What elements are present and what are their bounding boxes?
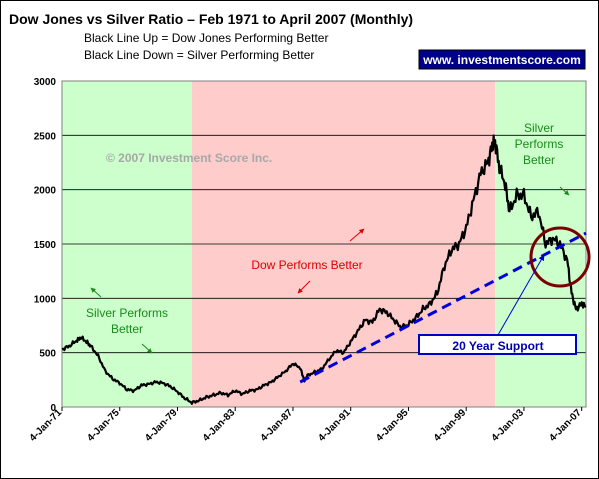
y-axis-ticks: 0 500 1000 1500 2000 2500 3000 — [34, 77, 57, 414]
copyright-watermark: © 2007 Investment Score Inc. — [106, 151, 272, 165]
x-tick-label: 4-Jan-95 — [374, 407, 411, 444]
url-badge: www. investmentscore.com — [418, 49, 586, 70]
url-badge-text: www. investmentscore.com — [422, 53, 581, 67]
x-tick-label: 4-Jan-99 — [432, 407, 469, 444]
support-label-box: 20 Year Support — [418, 254, 577, 355]
annotation-dow-middle: Dow Performs Better — [251, 228, 365, 294]
highlight-circle — [529, 226, 591, 288]
arrow-up-right — [349, 228, 365, 242]
x-tick-label: 4-Jan-79 — [143, 407, 180, 444]
chart-subtitle-1: Black Line Up = Dow Jones Performing Bet… — [84, 31, 328, 45]
y-tick-label: 3000 — [34, 77, 57, 88]
y-tick-label: 2000 — [34, 186, 57, 197]
annotation-silver-right: Silver Performs Better — [515, 121, 570, 196]
arrow-down-right — [141, 343, 153, 354]
x-axis-ticks: 4-Jan-71 4-Jan-75 4-Jan-79 4-Jan-83 4-Jan-87… — [28, 407, 584, 444]
x-tick-label: 4-Jan-07 — [547, 407, 584, 444]
annotation-silver-right-line2: Performs — [515, 137, 564, 151]
annotation-silver-right-line1: Silver — [524, 121, 554, 135]
chart-subtitle-2: Black Line Down = Silver Performing Bett… — [84, 48, 314, 62]
y-tick-label: 1000 — [34, 294, 57, 305]
x-tick-label: 4-Jan-87 — [259, 407, 296, 444]
arrow-down-left — [297, 280, 311, 294]
x-tick-label: 4-Jan-71 — [28, 407, 65, 444]
y-tick-label: 0 — [50, 403, 56, 414]
annotation-silver-left: Silver Performs Better — [86, 287, 168, 354]
x-tick-label: 4-Jan-83 — [201, 407, 238, 444]
annotation-silver-left-line1: Silver Performs — [86, 306, 168, 320]
ratio-series-line — [61, 134, 587, 405]
arrow-up-left — [90, 287, 102, 298]
arrow-down-right-2 — [559, 186, 570, 196]
x-tick-label: 4-Jan-03 — [490, 407, 527, 444]
support-pointer-arrow — [497, 254, 545, 336]
support-label-text: 20 Year Support — [452, 339, 543, 353]
annotation-dow-text: Dow Performs Better — [251, 258, 362, 272]
annotation-silver-right-line3: Better — [523, 153, 555, 167]
x-tick-label: 4-Jan-91 — [316, 407, 353, 444]
support-trend-line — [299, 231, 587, 384]
y-tick-label: 500 — [39, 349, 56, 360]
annotation-silver-left-line2: Better — [111, 322, 143, 336]
y-tick-label: 2500 — [34, 131, 57, 142]
chart-title: Dow Jones vs Silver Ratio – Feb 1971 to … — [9, 11, 413, 27]
x-tick-label: 4-Jan-75 — [85, 407, 122, 444]
y-tick-label: 1500 — [34, 240, 57, 251]
